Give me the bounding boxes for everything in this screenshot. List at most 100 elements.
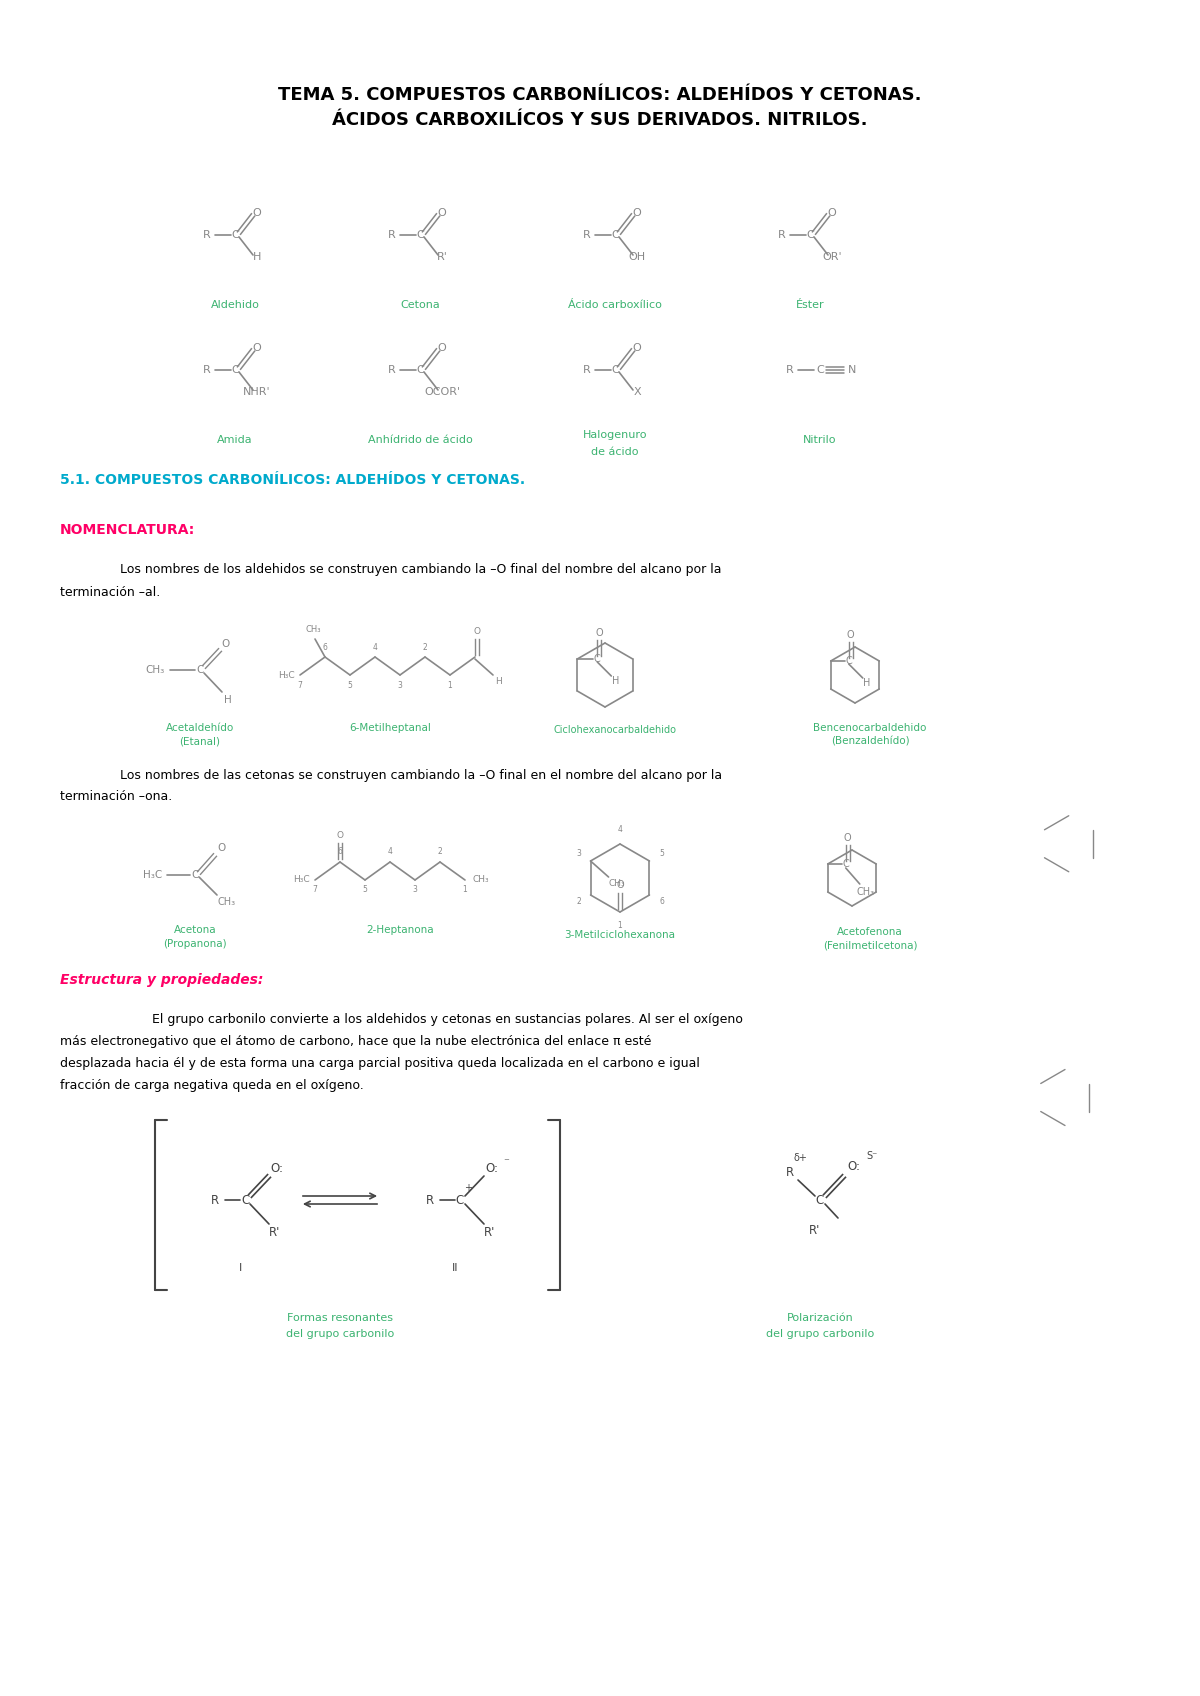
Text: 3: 3 bbox=[576, 850, 581, 858]
Text: O: O bbox=[844, 833, 852, 843]
Text: NOMENCLATURA:: NOMENCLATURA: bbox=[60, 522, 196, 538]
Text: N: N bbox=[848, 365, 856, 375]
Text: CH₃: CH₃ bbox=[305, 624, 320, 634]
Text: 1: 1 bbox=[463, 885, 467, 894]
Text: (Etanal): (Etanal) bbox=[180, 738, 221, 746]
Text: 5.1. COMPUESTOS CARBONÍLICOS: ALDEHÍDOS Y CETONAS.: 5.1. COMPUESTOS CARBONÍLICOS: ALDEHÍDOS … bbox=[60, 473, 526, 487]
Text: 7: 7 bbox=[298, 680, 302, 690]
Text: C: C bbox=[594, 655, 601, 665]
Text: 3: 3 bbox=[397, 680, 402, 690]
Text: Los nombres de las cetonas se construyen cambiando la –O final en el nombre del : Los nombres de las cetonas se construyen… bbox=[120, 768, 722, 782]
Text: C: C bbox=[611, 365, 619, 375]
Text: R: R bbox=[388, 365, 396, 375]
Text: OCOR': OCOR' bbox=[424, 387, 460, 397]
Text: C: C bbox=[416, 365, 424, 375]
Text: II: II bbox=[451, 1264, 458, 1274]
Text: C: C bbox=[232, 231, 239, 241]
Text: C: C bbox=[806, 231, 814, 241]
Text: R: R bbox=[211, 1194, 220, 1206]
Text: H₃C: H₃C bbox=[143, 870, 163, 880]
Text: ⁻: ⁻ bbox=[503, 1157, 509, 1167]
Text: (Benzaldehído): (Benzaldehído) bbox=[830, 738, 910, 746]
Text: (Fenilmetilcetona): (Fenilmetilcetona) bbox=[823, 941, 917, 951]
Text: Nitrilo: Nitrilo bbox=[803, 434, 836, 444]
Text: Estructura y propiedades:: Estructura y propiedades: bbox=[60, 974, 263, 987]
Text: R: R bbox=[203, 365, 211, 375]
Text: C: C bbox=[611, 231, 619, 241]
Text: C: C bbox=[816, 1194, 824, 1206]
Text: I: I bbox=[239, 1264, 241, 1274]
Text: O: O bbox=[595, 628, 604, 638]
Text: δ+: δ+ bbox=[793, 1153, 806, 1163]
Text: R: R bbox=[786, 365, 794, 375]
Text: 3: 3 bbox=[413, 885, 418, 894]
Text: OR': OR' bbox=[822, 253, 842, 261]
Text: H₃C: H₃C bbox=[293, 875, 310, 885]
Text: R: R bbox=[583, 365, 590, 375]
Text: O: O bbox=[336, 831, 343, 840]
Text: R': R' bbox=[437, 253, 448, 261]
Text: del grupo carbonilo: del grupo carbonilo bbox=[766, 1330, 874, 1340]
Text: CH₃: CH₃ bbox=[473, 875, 490, 885]
Text: O: O bbox=[616, 880, 624, 890]
Text: terminación –al.: terminación –al. bbox=[60, 585, 161, 599]
Text: O: O bbox=[253, 343, 262, 353]
Text: Anhídrido de ácido: Anhídrido de ácido bbox=[367, 434, 473, 444]
Text: +: + bbox=[464, 1184, 472, 1192]
Text: NHR': NHR' bbox=[244, 387, 271, 397]
Text: Polarización: Polarización bbox=[787, 1313, 853, 1323]
Text: Éster: Éster bbox=[796, 300, 824, 310]
Text: 2: 2 bbox=[576, 897, 581, 906]
Text: 4: 4 bbox=[618, 826, 623, 834]
Text: 4: 4 bbox=[372, 643, 378, 651]
Text: ÁCIDOS CARBOXILÍCOS Y SUS DERIVADOS. NITRILOS.: ÁCIDOS CARBOXILÍCOS Y SUS DERIVADOS. NIT… bbox=[332, 110, 868, 129]
Text: C: C bbox=[232, 365, 239, 375]
Text: terminación –ona.: terminación –ona. bbox=[60, 790, 173, 804]
Text: del grupo carbonilo: del grupo carbonilo bbox=[286, 1330, 394, 1340]
Text: Acetofenona: Acetofenona bbox=[838, 928, 902, 936]
Text: fracción de carga negativa queda en el oxígeno.: fracción de carga negativa queda en el o… bbox=[60, 1079, 364, 1092]
Text: C: C bbox=[197, 665, 204, 675]
Text: R: R bbox=[786, 1165, 794, 1179]
Text: R: R bbox=[388, 231, 396, 241]
Text: H: H bbox=[863, 678, 870, 689]
Text: 5: 5 bbox=[362, 885, 367, 894]
Text: 2: 2 bbox=[422, 643, 427, 651]
Text: O: O bbox=[222, 639, 230, 650]
Text: 2: 2 bbox=[438, 848, 443, 856]
Text: O:: O: bbox=[847, 1160, 860, 1172]
Text: 1: 1 bbox=[618, 921, 623, 931]
Text: más electronegativo que el átomo de carbono, hace que la nube electrónica del en: más electronegativo que el átomo de carb… bbox=[60, 1036, 652, 1048]
Text: Ciclohexanocarbaldehido: Ciclohexanocarbaldehido bbox=[553, 724, 677, 734]
Text: 6: 6 bbox=[337, 848, 342, 856]
Text: O: O bbox=[217, 843, 226, 853]
Text: R': R' bbox=[269, 1226, 281, 1238]
Text: O:: O: bbox=[270, 1162, 283, 1175]
Text: S⁻: S⁻ bbox=[866, 1152, 877, 1162]
Text: 2-Heptanona: 2-Heptanona bbox=[366, 924, 434, 934]
Text: R': R' bbox=[809, 1223, 821, 1236]
Text: Formas resonantes: Formas resonantes bbox=[287, 1313, 394, 1323]
Text: CH₃: CH₃ bbox=[218, 897, 236, 907]
Text: R: R bbox=[203, 231, 211, 241]
Text: X: X bbox=[634, 387, 641, 397]
Text: Aldehido: Aldehido bbox=[210, 300, 259, 310]
Text: TEMA 5. COMPUESTOS CARBONÍLICOS: ALDEHÍDOS Y CETONAS.: TEMA 5. COMPUESTOS CARBONÍLICOS: ALDEHÍD… bbox=[278, 86, 922, 103]
Text: Ácido carboxílico: Ácido carboxílico bbox=[568, 300, 662, 310]
Text: Acetaldehído: Acetaldehído bbox=[166, 722, 234, 733]
Text: desplazada hacia él y de esta forma una carga parcial positiva queda localizada : desplazada hacia él y de esta forma una … bbox=[60, 1058, 700, 1070]
Text: Amida: Amida bbox=[217, 434, 253, 444]
Text: O: O bbox=[474, 626, 480, 636]
Text: C: C bbox=[456, 1194, 464, 1206]
Text: 5: 5 bbox=[348, 680, 353, 690]
Text: Cetona: Cetona bbox=[400, 300, 440, 310]
Text: C: C bbox=[191, 870, 199, 880]
Text: O: O bbox=[253, 209, 262, 219]
Text: C: C bbox=[241, 1194, 250, 1206]
Text: O: O bbox=[438, 209, 446, 219]
Text: 6: 6 bbox=[323, 643, 328, 651]
Text: C: C bbox=[416, 231, 424, 241]
Text: H: H bbox=[253, 253, 262, 261]
Text: Acetona: Acetona bbox=[174, 924, 216, 934]
Text: Bencenocarbaldehido: Bencenocarbaldehido bbox=[814, 722, 926, 733]
